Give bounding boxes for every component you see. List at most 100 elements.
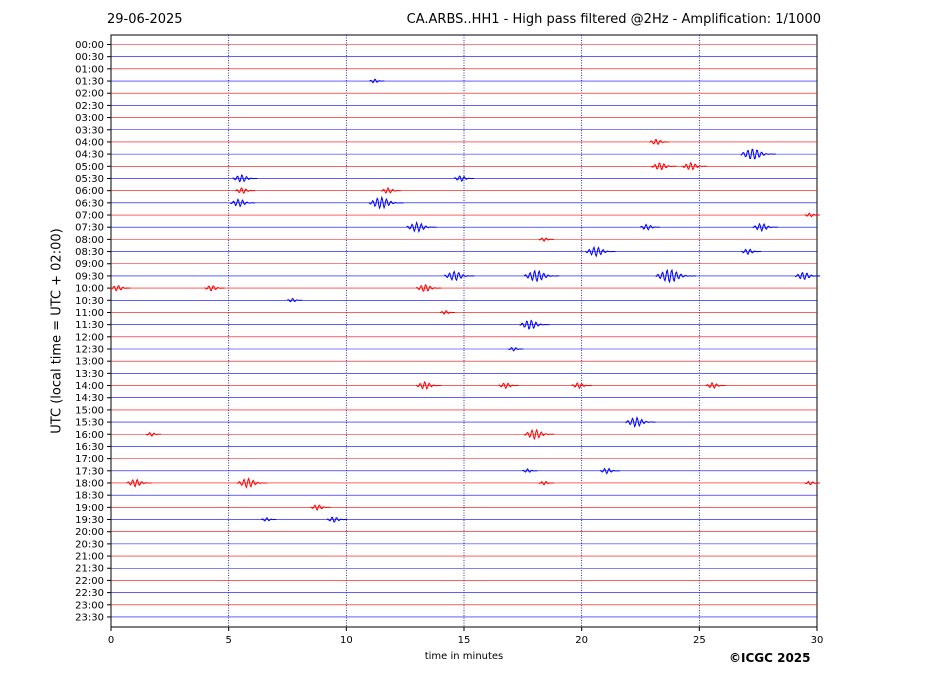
event-waveform [406, 221, 437, 234]
date-label: 29-06-2025 [107, 12, 183, 27]
event-waveform [651, 162, 677, 171]
event-waveform [571, 382, 592, 390]
y-tick-label: 01:30 [75, 77, 104, 88]
y-tick-label: 00:30 [75, 52, 104, 63]
event-waveform [740, 248, 762, 256]
y-tick-label: 22:00 [75, 576, 104, 587]
y-tick-label: 02:30 [75, 101, 104, 112]
y-tick-label: 04:00 [75, 137, 104, 148]
event-waveform [416, 284, 442, 292]
y-tick-label: 12:30 [75, 345, 104, 356]
event-waveform [234, 187, 256, 195]
event-waveform [380, 186, 402, 194]
y-tick-label: 03:30 [75, 125, 104, 136]
event-waveform [439, 310, 455, 315]
x-axis-label: time in minutes [424, 651, 504, 662]
event-waveform [415, 380, 442, 390]
y-tick-label: 10:30 [75, 296, 104, 307]
copyright-label: ©ICGC 2025 [729, 651, 811, 665]
x-tick-label: 25 [693, 635, 706, 646]
event-waveform [538, 481, 554, 486]
y-tick-label: 23:00 [75, 600, 104, 611]
x-tick-label: 5 [225, 635, 231, 646]
event-waveform [639, 223, 660, 231]
event-waveform [508, 347, 524, 352]
y-tick-label: 17:30 [75, 466, 104, 477]
y-tick-label: 05:30 [75, 174, 104, 185]
event-waveform [444, 270, 475, 282]
y-tick-label: 11:30 [75, 320, 104, 331]
y-tick-label: 05:00 [75, 162, 104, 173]
y-tick-label: 13:30 [75, 369, 104, 380]
event-waveform [804, 212, 820, 218]
event-waveform [522, 468, 538, 473]
y-tick-label: 07:30 [75, 223, 104, 234]
y-tick-label: 14:00 [75, 381, 104, 392]
event-waveform [752, 222, 778, 233]
y-tick-label: 08:30 [75, 247, 104, 258]
y-tick-label: 20:30 [75, 539, 104, 550]
y-tick-label: 23:30 [75, 612, 104, 623]
event-waveform [655, 268, 696, 284]
y-tick-label: 16:30 [75, 442, 104, 453]
y-tick-label: 19:30 [75, 515, 104, 526]
y-tick-label: 21:30 [75, 564, 104, 575]
y-tick-label: 18:30 [75, 491, 104, 502]
event-waveform [649, 138, 670, 145]
event-waveform [260, 517, 277, 522]
event-waveform [145, 431, 161, 437]
y-tick-label: 01:00 [75, 64, 104, 75]
event-waveform [230, 198, 256, 208]
y-tick-label: 02:00 [75, 89, 104, 100]
event-waveform [368, 195, 404, 210]
y-tick-label: 12:00 [75, 332, 104, 343]
y-tick-label: 16:00 [75, 430, 104, 441]
event-waveform [794, 271, 821, 280]
event-waveform [110, 285, 131, 292]
x-tick-label: 20 [575, 635, 588, 646]
event-waveform [126, 478, 152, 488]
y-tick-label: 06:30 [75, 198, 104, 209]
event-waveform [524, 428, 555, 441]
event-waveform [519, 319, 550, 330]
event-waveform [681, 162, 708, 171]
event-waveform [705, 381, 726, 390]
y-tick-label: 19:00 [75, 503, 104, 514]
x-tick-label: 0 [108, 635, 114, 646]
y-tick-label: 13:00 [75, 357, 104, 368]
y-tick-label: 20:00 [75, 527, 104, 538]
event-waveform [369, 78, 385, 84]
event-waveform [310, 504, 331, 511]
y-tick-label: 18:00 [75, 478, 104, 489]
event-waveform [286, 297, 303, 303]
y-tick-label: 14:30 [75, 393, 104, 404]
y-tick-label: 15:30 [75, 418, 104, 429]
event-waveform [453, 175, 475, 182]
y-tick-label: 08:00 [75, 235, 104, 246]
event-waveform [236, 477, 268, 489]
event-waveform [326, 516, 347, 523]
x-tick-label: 10 [340, 635, 353, 646]
y-tick-label: 21:00 [75, 552, 104, 563]
event-waveform [625, 416, 656, 429]
y-tick-label: 07:00 [75, 211, 104, 222]
y-tick-label: 11:00 [75, 308, 104, 319]
y-tick-label: 15:00 [75, 405, 104, 416]
y-tick-label: 06:00 [75, 186, 104, 197]
event-waveform [204, 285, 225, 292]
chart-title: CA.ARBS..HH1 - High pass filtered @2Hz -… [406, 12, 821, 27]
event-waveform [585, 245, 616, 258]
y-tick-label: 09:30 [75, 271, 104, 282]
x-tick-label: 15 [458, 635, 471, 646]
y-tick-label: 10:00 [75, 284, 104, 295]
x-tick-label: 30 [811, 635, 824, 646]
event-waveform [538, 237, 554, 243]
event-waveform [740, 148, 776, 160]
y-tick-label: 00:00 [75, 40, 104, 51]
y-tick-label: 04:30 [75, 150, 104, 161]
y-tick-label: 22:30 [75, 588, 104, 599]
event-waveform [498, 382, 519, 390]
event-waveform [523, 269, 560, 283]
y-tick-label: 17:00 [75, 454, 104, 465]
